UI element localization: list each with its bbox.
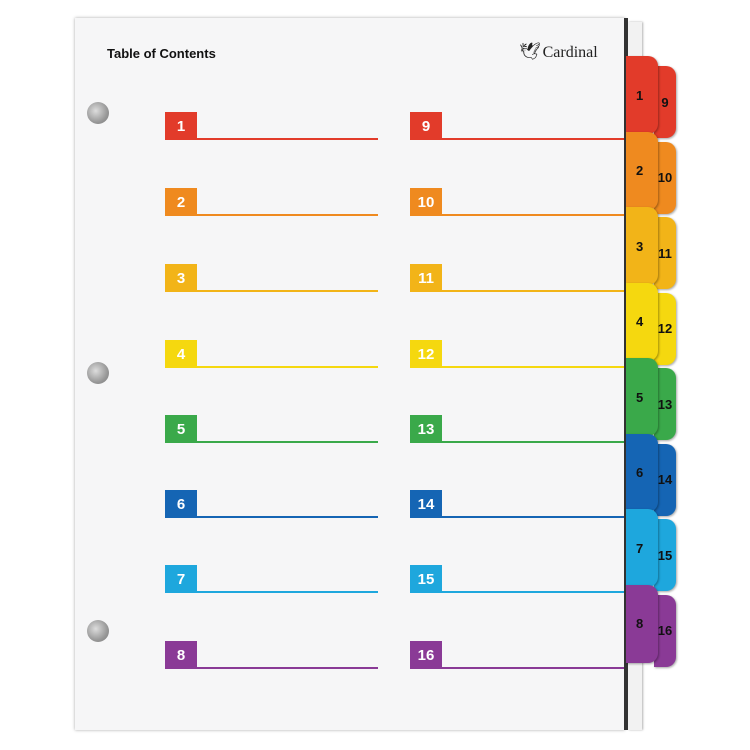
brand-logo: 🕊︎ Cardinal xyxy=(519,42,598,62)
toc-number-box: 9 xyxy=(410,112,442,140)
binder-hole xyxy=(87,620,109,642)
index-tab[interactable]: 10 xyxy=(654,141,676,214)
toc-entry-line[interactable] xyxy=(442,441,624,443)
bird-logo-icon: 🕊︎ xyxy=(519,42,541,61)
index-tab[interactable]: 2 xyxy=(626,131,658,210)
toc-number-box: 16 xyxy=(410,641,442,669)
toc-number-box: 10 xyxy=(410,188,442,216)
toc-entry-line[interactable] xyxy=(197,441,378,443)
toc-number-box: 7 xyxy=(165,565,197,593)
index-tab[interactable]: 3 xyxy=(626,207,658,285)
index-tab[interactable]: 9 xyxy=(654,66,676,138)
index-tab[interactable]: 11 xyxy=(654,217,676,289)
index-tab[interactable]: 1 xyxy=(626,56,658,134)
toc-entry-line[interactable] xyxy=(442,516,624,518)
toc-entry-line[interactable] xyxy=(197,138,378,140)
toc-number-box: 15 xyxy=(410,565,442,593)
toc-number-box: 3 xyxy=(165,264,197,292)
divider-page xyxy=(75,18,625,730)
toc-entry-line[interactable] xyxy=(442,290,624,292)
toc-entry-line[interactable] xyxy=(197,667,378,669)
toc-entry-line[interactable] xyxy=(442,667,624,669)
binder-hole xyxy=(87,102,109,124)
toc-number-box: 14 xyxy=(410,490,442,518)
toc-entry-line[interactable] xyxy=(197,366,378,368)
toc-entry-line[interactable] xyxy=(442,591,624,593)
toc-number-box: 1 xyxy=(165,112,197,140)
toc-number-box: 6 xyxy=(165,490,197,518)
index-tab[interactable]: 14 xyxy=(654,443,676,516)
index-tab[interactable]: 12 xyxy=(654,292,676,365)
toc-number-box: 2 xyxy=(165,188,197,216)
index-tab[interactable]: 8 xyxy=(626,584,658,663)
toc-entry-line[interactable] xyxy=(197,290,378,292)
index-tab[interactable]: 4 xyxy=(626,282,658,361)
index-tab[interactable]: 16 xyxy=(654,594,676,667)
index-tab[interactable]: 7 xyxy=(626,509,658,587)
toc-number-box: 11 xyxy=(410,264,442,292)
toc-entry-line[interactable] xyxy=(197,591,378,593)
page-title: Table of Contents xyxy=(107,46,216,61)
index-tab[interactable]: 13 xyxy=(654,368,676,440)
toc-entry-line[interactable] xyxy=(442,366,624,368)
toc-entry-line[interactable] xyxy=(197,516,378,518)
index-tab[interactable]: 15 xyxy=(654,519,676,591)
index-tab[interactable]: 6 xyxy=(626,433,658,512)
toc-entry-line[interactable] xyxy=(442,214,624,216)
toc-number-box: 5 xyxy=(165,415,197,443)
toc-entry-line[interactable] xyxy=(442,138,624,140)
toc-number-box: 8 xyxy=(165,641,197,669)
brand-name: Cardinal xyxy=(542,44,598,61)
binder-hole xyxy=(87,362,109,384)
index-tab[interactable]: 5 xyxy=(626,358,658,436)
toc-number-box: 13 xyxy=(410,415,442,443)
toc-number-box: 4 xyxy=(165,340,197,368)
toc-number-box: 12 xyxy=(410,340,442,368)
toc-entry-line[interactable] xyxy=(197,214,378,216)
